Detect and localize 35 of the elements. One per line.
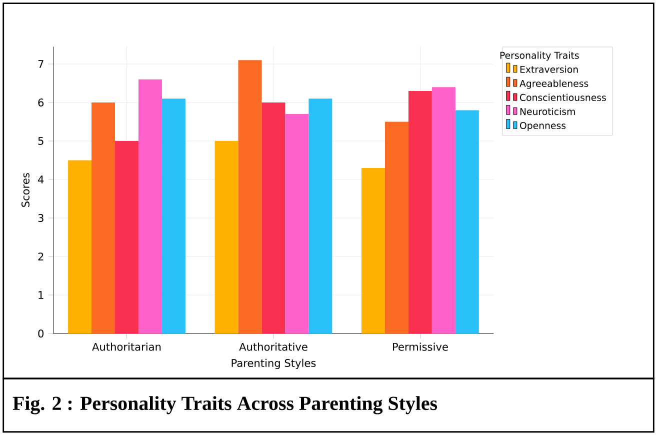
bar xyxy=(362,168,385,334)
bar xyxy=(408,90,432,334)
y-tick-label: 0 xyxy=(38,329,44,338)
y-tick-label: 1 xyxy=(38,291,44,299)
legend-title: Personality Traits xyxy=(500,52,579,61)
bar xyxy=(114,140,138,334)
bar xyxy=(432,87,456,334)
bar xyxy=(92,102,115,334)
bar xyxy=(308,98,332,334)
bar xyxy=(238,60,262,334)
bar xyxy=(384,122,408,334)
x-axis-title: Parenting Styles xyxy=(232,358,316,369)
bar xyxy=(68,160,92,334)
y-tick-label: 3 xyxy=(38,214,44,222)
text: Fig. 2 : Personality Traits Across Parenting Styles xyxy=(12,396,438,414)
legend-label: Agreeableness xyxy=(520,80,588,89)
bar xyxy=(138,79,162,334)
y-tick-label: 2 xyxy=(38,252,44,260)
legend-label: Openness xyxy=(520,122,566,131)
y-tick-label: 6 xyxy=(38,98,44,106)
bar xyxy=(214,140,238,334)
bar xyxy=(285,114,309,334)
bar xyxy=(262,102,286,334)
legend-label: Conscientiousness xyxy=(520,94,606,101)
x-tick-label: Authoritative xyxy=(239,342,308,351)
y-tick-label: 4 xyxy=(38,176,44,184)
x-tick-label: Permissive xyxy=(392,342,448,351)
legend-label: Neuroticism xyxy=(520,108,575,115)
y-tick-label: 7 xyxy=(38,60,44,68)
bar xyxy=(162,98,186,334)
legend-label: Extraversion xyxy=(520,66,578,73)
y-tick-label: 5 xyxy=(38,136,44,145)
y-axis-title: Scores xyxy=(21,172,30,207)
x-tick-label: Authoritarian xyxy=(92,342,161,351)
bar xyxy=(455,110,479,334)
